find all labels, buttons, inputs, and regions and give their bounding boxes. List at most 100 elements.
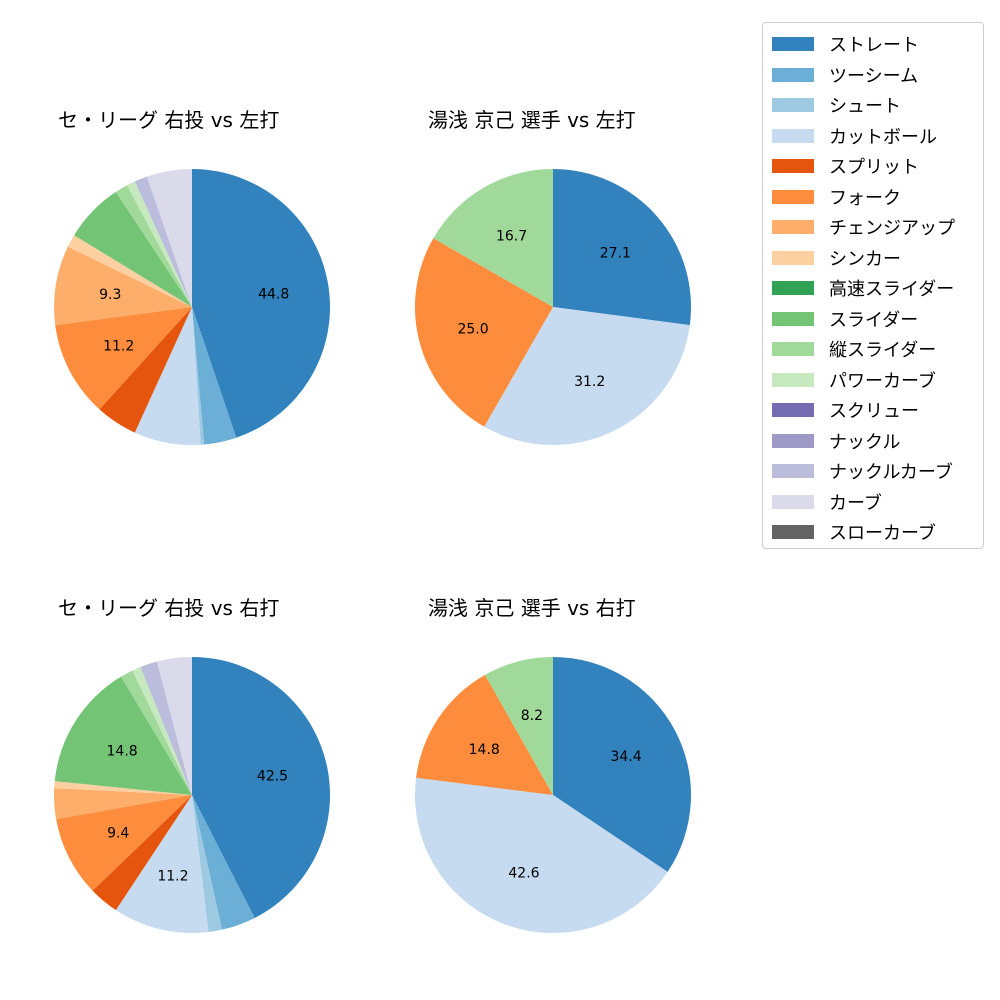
legend-label: カットボール (829, 126, 937, 148)
legend-swatch (772, 403, 814, 417)
pie-slice (553, 169, 691, 326)
legend-label: 縦スライダー (829, 340, 937, 361)
slice-label: 42.6 (508, 866, 539, 882)
legend-item: ツーシーム (763, 60, 983, 90)
pie-slice (484, 307, 690, 446)
legend-label: シンカー (829, 248, 901, 270)
pie-slice (115, 185, 192, 307)
slice-label: 34.4 (610, 749, 641, 765)
pie-slice (485, 657, 553, 795)
pie-slice (416, 674, 553, 795)
pie-slice (156, 657, 192, 795)
legend-item: スプリット (763, 151, 983, 181)
pie-slice (415, 777, 668, 933)
legend-label: スクリュー (829, 401, 919, 422)
legend-item: カーブ (763, 487, 983, 517)
legend-item: ナックルカーブ (763, 456, 983, 486)
legend-item: シンカー (763, 243, 983, 273)
pie-2: 42.5 11.2 9.4 14.8 (53, 657, 331, 934)
pie-slice (74, 191, 192, 307)
pie-slice (134, 176, 192, 307)
slice-label: 11.2 (157, 869, 188, 885)
slice-label: 11.2 (103, 339, 134, 355)
pie-3: 34.4 42.6 14.8 8.2 (415, 657, 691, 933)
legend-label: スローカーブ (829, 523, 936, 544)
legend-label: チェンジアップ (829, 218, 955, 239)
legend-label: スライダー (829, 309, 919, 331)
pie-slice (92, 795, 192, 911)
legend-label: ナックル (829, 431, 901, 453)
pie-slice (121, 670, 192, 795)
legend-item: スライダー (763, 304, 983, 334)
legend-swatch (772, 159, 814, 173)
legend-swatch (772, 311, 814, 326)
pie-slice (115, 795, 209, 934)
pie-1: 27.1 31.2 25.0 16.7 (414, 169, 691, 446)
pie-slice (146, 169, 192, 307)
pie-slice (134, 307, 201, 446)
pie-slice (55, 307, 192, 410)
legend-item: 高速スライダー (763, 273, 983, 303)
chart-title-bottom-left: セ・リーグ 右投 vs 右打 (58, 596, 280, 620)
pie-slice (127, 181, 192, 307)
pie-slice (192, 169, 330, 438)
legend-item: 縦スライダー (763, 334, 983, 364)
pie-slice (192, 795, 223, 933)
legend-swatch (772, 250, 814, 265)
pie-slice (53, 788, 192, 820)
chart-title-top-right: 湯浅 京己 選手 vs 左打 (428, 108, 636, 132)
legend-item: カットボール (763, 121, 983, 151)
pie-slice (140, 661, 192, 795)
legend-swatch (772, 220, 814, 234)
legend-label: ナックルカーブ (829, 462, 953, 483)
legend-swatch (772, 189, 814, 204)
legend-item: シュート (763, 90, 983, 120)
legend-item: チェンジアップ (763, 212, 983, 242)
legend-swatch (772, 67, 814, 82)
pie-slice (53, 246, 192, 326)
legend-label: 高速スライダー (829, 279, 955, 300)
slice-label: 27.1 (600, 245, 631, 261)
slice-label: 9.3 (99, 287, 121, 303)
legend-item: パワーカーブ (763, 365, 983, 395)
pie-slice (433, 169, 553, 307)
slice-label: 44.8 (258, 287, 289, 303)
slice-label: 14.8 (469, 742, 500, 758)
legend-swatch (772, 525, 814, 539)
legend-label: シュート (829, 96, 901, 117)
pie-slice (192, 657, 331, 918)
legend-item: スローカーブ (763, 517, 983, 547)
legend-swatch (772, 281, 814, 295)
legend-swatch (772, 342, 814, 356)
legend-swatch (772, 37, 814, 51)
legend-label: スプリット (829, 157, 919, 178)
pie-slice (192, 307, 237, 445)
pie-slice (54, 781, 192, 795)
pie-slice (132, 667, 192, 795)
legend: ストレートツーシームシュートカットボール スプリットフォークチェンジアップ シンカー… (762, 22, 984, 549)
pie-0: 44.8 11.2 9.3 (53, 169, 330, 446)
chart-title-top-left: セ・リーグ 右投 vs 左打 (58, 108, 280, 132)
pie-slice (56, 795, 192, 891)
slice-label: 14.8 (107, 744, 138, 760)
legend-swatch (772, 494, 814, 509)
legend-swatch (772, 372, 814, 387)
legend-label: フォーク (829, 187, 901, 209)
pie-slice (192, 307, 205, 445)
legend-swatch (772, 128, 814, 143)
legend-label: ツーシーム (829, 65, 919, 87)
legend-item: フォーク (763, 182, 983, 212)
legend-label: ストレート (829, 35, 919, 56)
pie-slice (99, 307, 192, 433)
pie-slice (553, 657, 691, 872)
legend-swatch (772, 433, 814, 448)
legend-item: スクリュー (763, 395, 983, 425)
slice-label: 16.7 (496, 228, 527, 244)
pie-slice (414, 238, 553, 427)
slice-label: 31.2 (574, 374, 605, 390)
legend-item: ストレート (763, 29, 983, 59)
legend-item: ナックル (763, 426, 983, 456)
slice-label: 25.0 (457, 322, 488, 338)
pie-slice (192, 795, 255, 930)
